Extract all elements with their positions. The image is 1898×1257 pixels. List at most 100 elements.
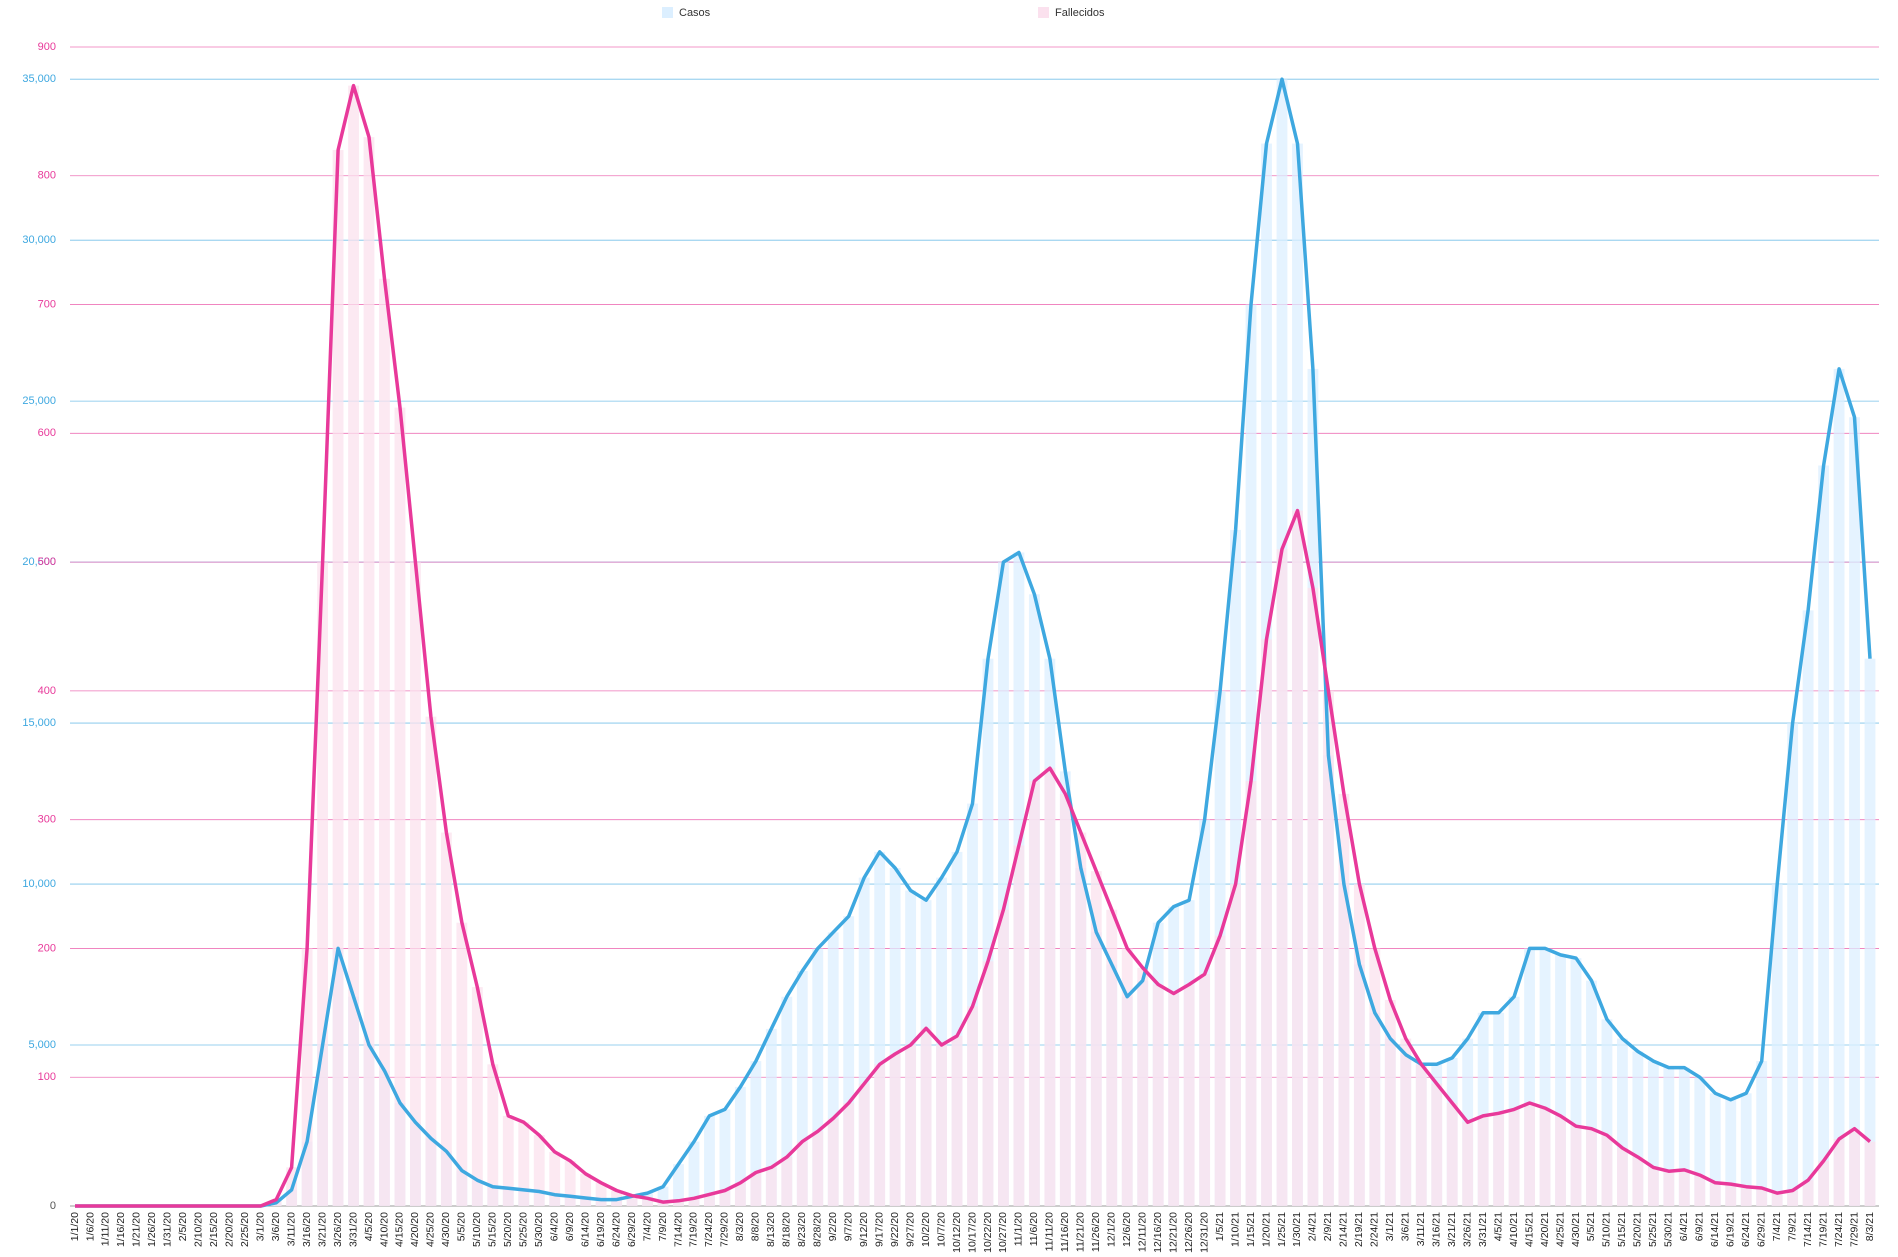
- x-tick-label: 9/27/20: [904, 1212, 916, 1247]
- bar: [827, 1118, 839, 1206]
- legend-label: Casos: [679, 7, 711, 19]
- x-tick-label: 6/14/21: [1709, 1212, 1721, 1247]
- y2-tick-label: 700: [38, 298, 56, 310]
- x-tick-label: 6/29/20: [626, 1212, 638, 1247]
- x-tick-label: 9/17/20: [873, 1212, 885, 1247]
- bar: [936, 1045, 947, 1206]
- bar: [1833, 368, 1845, 1206]
- x-tick-label: 4/15/20: [394, 1212, 406, 1247]
- bar: [1740, 1186, 1752, 1206]
- bar: [348, 85, 359, 1207]
- bar: [858, 877, 870, 1206]
- x-tick-label: 5/20/20: [502, 1212, 514, 1247]
- x-tick-label: 10/2/20: [920, 1212, 932, 1247]
- bar: [1570, 1126, 1582, 1206]
- x-tick-label: 1/1/20: [69, 1212, 81, 1241]
- bar: [1802, 610, 1814, 1206]
- bar: [982, 658, 994, 1206]
- x-tick-label: 2/19/21: [1353, 1212, 1365, 1247]
- x-tick-label: 9/22/20: [889, 1212, 901, 1247]
- bar: [642, 1198, 653, 1206]
- bar: [1678, 1067, 1690, 1206]
- x-tick-label: 7/14/21: [1802, 1212, 1814, 1247]
- bar: [1168, 993, 1180, 1206]
- x-tick-label: 11/11/20: [1044, 1212, 1056, 1251]
- bar: [889, 1054, 901, 1206]
- bar: [1493, 1012, 1505, 1206]
- x-tick-label: 8/18/20: [781, 1212, 793, 1247]
- x-tick-label: 7/24/21: [1833, 1212, 1845, 1247]
- x-tick-label: 3/11/20: [285, 1212, 297, 1246]
- x-tick-label: 11/16/20: [1059, 1212, 1071, 1252]
- bar: [1075, 832, 1087, 1206]
- bar: [1647, 1061, 1659, 1206]
- bar: [998, 909, 1009, 1206]
- bar: [425, 716, 437, 1206]
- bar: [1601, 1135, 1613, 1206]
- x-tick-label: 3/31/21: [1477, 1212, 1489, 1247]
- bar: [1013, 845, 1025, 1206]
- bar: [1230, 529, 1241, 1206]
- x-tick-label: 7/9/21: [1786, 1212, 1798, 1241]
- bar: [1787, 723, 1799, 1206]
- bar: [1663, 1067, 1675, 1206]
- x-tick-label: 7/29/20: [719, 1212, 731, 1247]
- x-tick-label: 1/16/20: [115, 1212, 127, 1247]
- x-tick-label: 7/4/21: [1771, 1212, 1783, 1241]
- x-tick-label: 12/31/20: [1198, 1212, 1210, 1253]
- bar: [998, 562, 1009, 1206]
- bar: [719, 1190, 731, 1206]
- x-tick-label: 4/10/21: [1508, 1212, 1520, 1247]
- bar: [843, 916, 855, 1206]
- bar: [1292, 510, 1303, 1207]
- bar: [1214, 935, 1226, 1206]
- x-tick-label: 3/1/20: [254, 1212, 266, 1241]
- bar: [518, 1122, 530, 1206]
- bar: [1616, 1148, 1628, 1206]
- x-tick-label: 5/10/21: [1601, 1212, 1613, 1247]
- bar: [719, 1109, 731, 1206]
- bar: [1493, 1113, 1505, 1206]
- y2-tick-label: 400: [38, 685, 56, 697]
- x-tick-label: 11/21/20: [1075, 1212, 1087, 1252]
- bar: [456, 922, 468, 1206]
- bar: [704, 1115, 715, 1206]
- bar: [1818, 1160, 1829, 1206]
- bar: [1152, 984, 1164, 1206]
- bar: [1864, 658, 1876, 1206]
- y2-tick-label: 600: [38, 427, 56, 439]
- bar: [1725, 1184, 1737, 1206]
- x-tick-label: 9/12/20: [858, 1212, 870, 1247]
- x-tick-label: 1/11/20: [100, 1212, 112, 1246]
- x-tick-label: 7/29/21: [1848, 1212, 1860, 1247]
- bar: [1694, 1175, 1706, 1206]
- bar: [1539, 1108, 1551, 1206]
- bar: [1818, 465, 1829, 1206]
- bar: [1307, 587, 1319, 1206]
- y2-tick-label: 200: [38, 942, 56, 954]
- x-tick-label: 8/23/20: [796, 1212, 808, 1247]
- x-tick-label: 3/31/20: [347, 1212, 359, 1247]
- bar: [1616, 1038, 1628, 1206]
- x-tick-label: 11/26/20: [1090, 1212, 1102, 1252]
- x-tick-label: 6/9/20: [564, 1212, 576, 1241]
- bar: [1338, 793, 1350, 1206]
- bar: [796, 1141, 808, 1206]
- bar: [549, 1151, 561, 1206]
- bar: [1369, 948, 1381, 1206]
- x-tick-label: 5/5/21: [1585, 1212, 1597, 1241]
- bar: [332, 150, 344, 1206]
- y-tick-label: 5,000: [28, 1039, 56, 1051]
- x-tick-label: 6/29/21: [1755, 1212, 1767, 1247]
- x-tick-label: 5/25/21: [1647, 1212, 1659, 1247]
- bar: [673, 1164, 684, 1206]
- x-tick-label: 10/22/20: [982, 1212, 994, 1253]
- x-tick-label: 7/4/20: [641, 1212, 653, 1241]
- y-tick-label: 15,000: [22, 717, 56, 729]
- bar: [1415, 1064, 1427, 1206]
- bar: [734, 1182, 746, 1206]
- legend-swatch: [1038, 7, 1049, 18]
- bar: [1183, 984, 1195, 1206]
- bar: [967, 1006, 978, 1206]
- bar: [1771, 1193, 1783, 1206]
